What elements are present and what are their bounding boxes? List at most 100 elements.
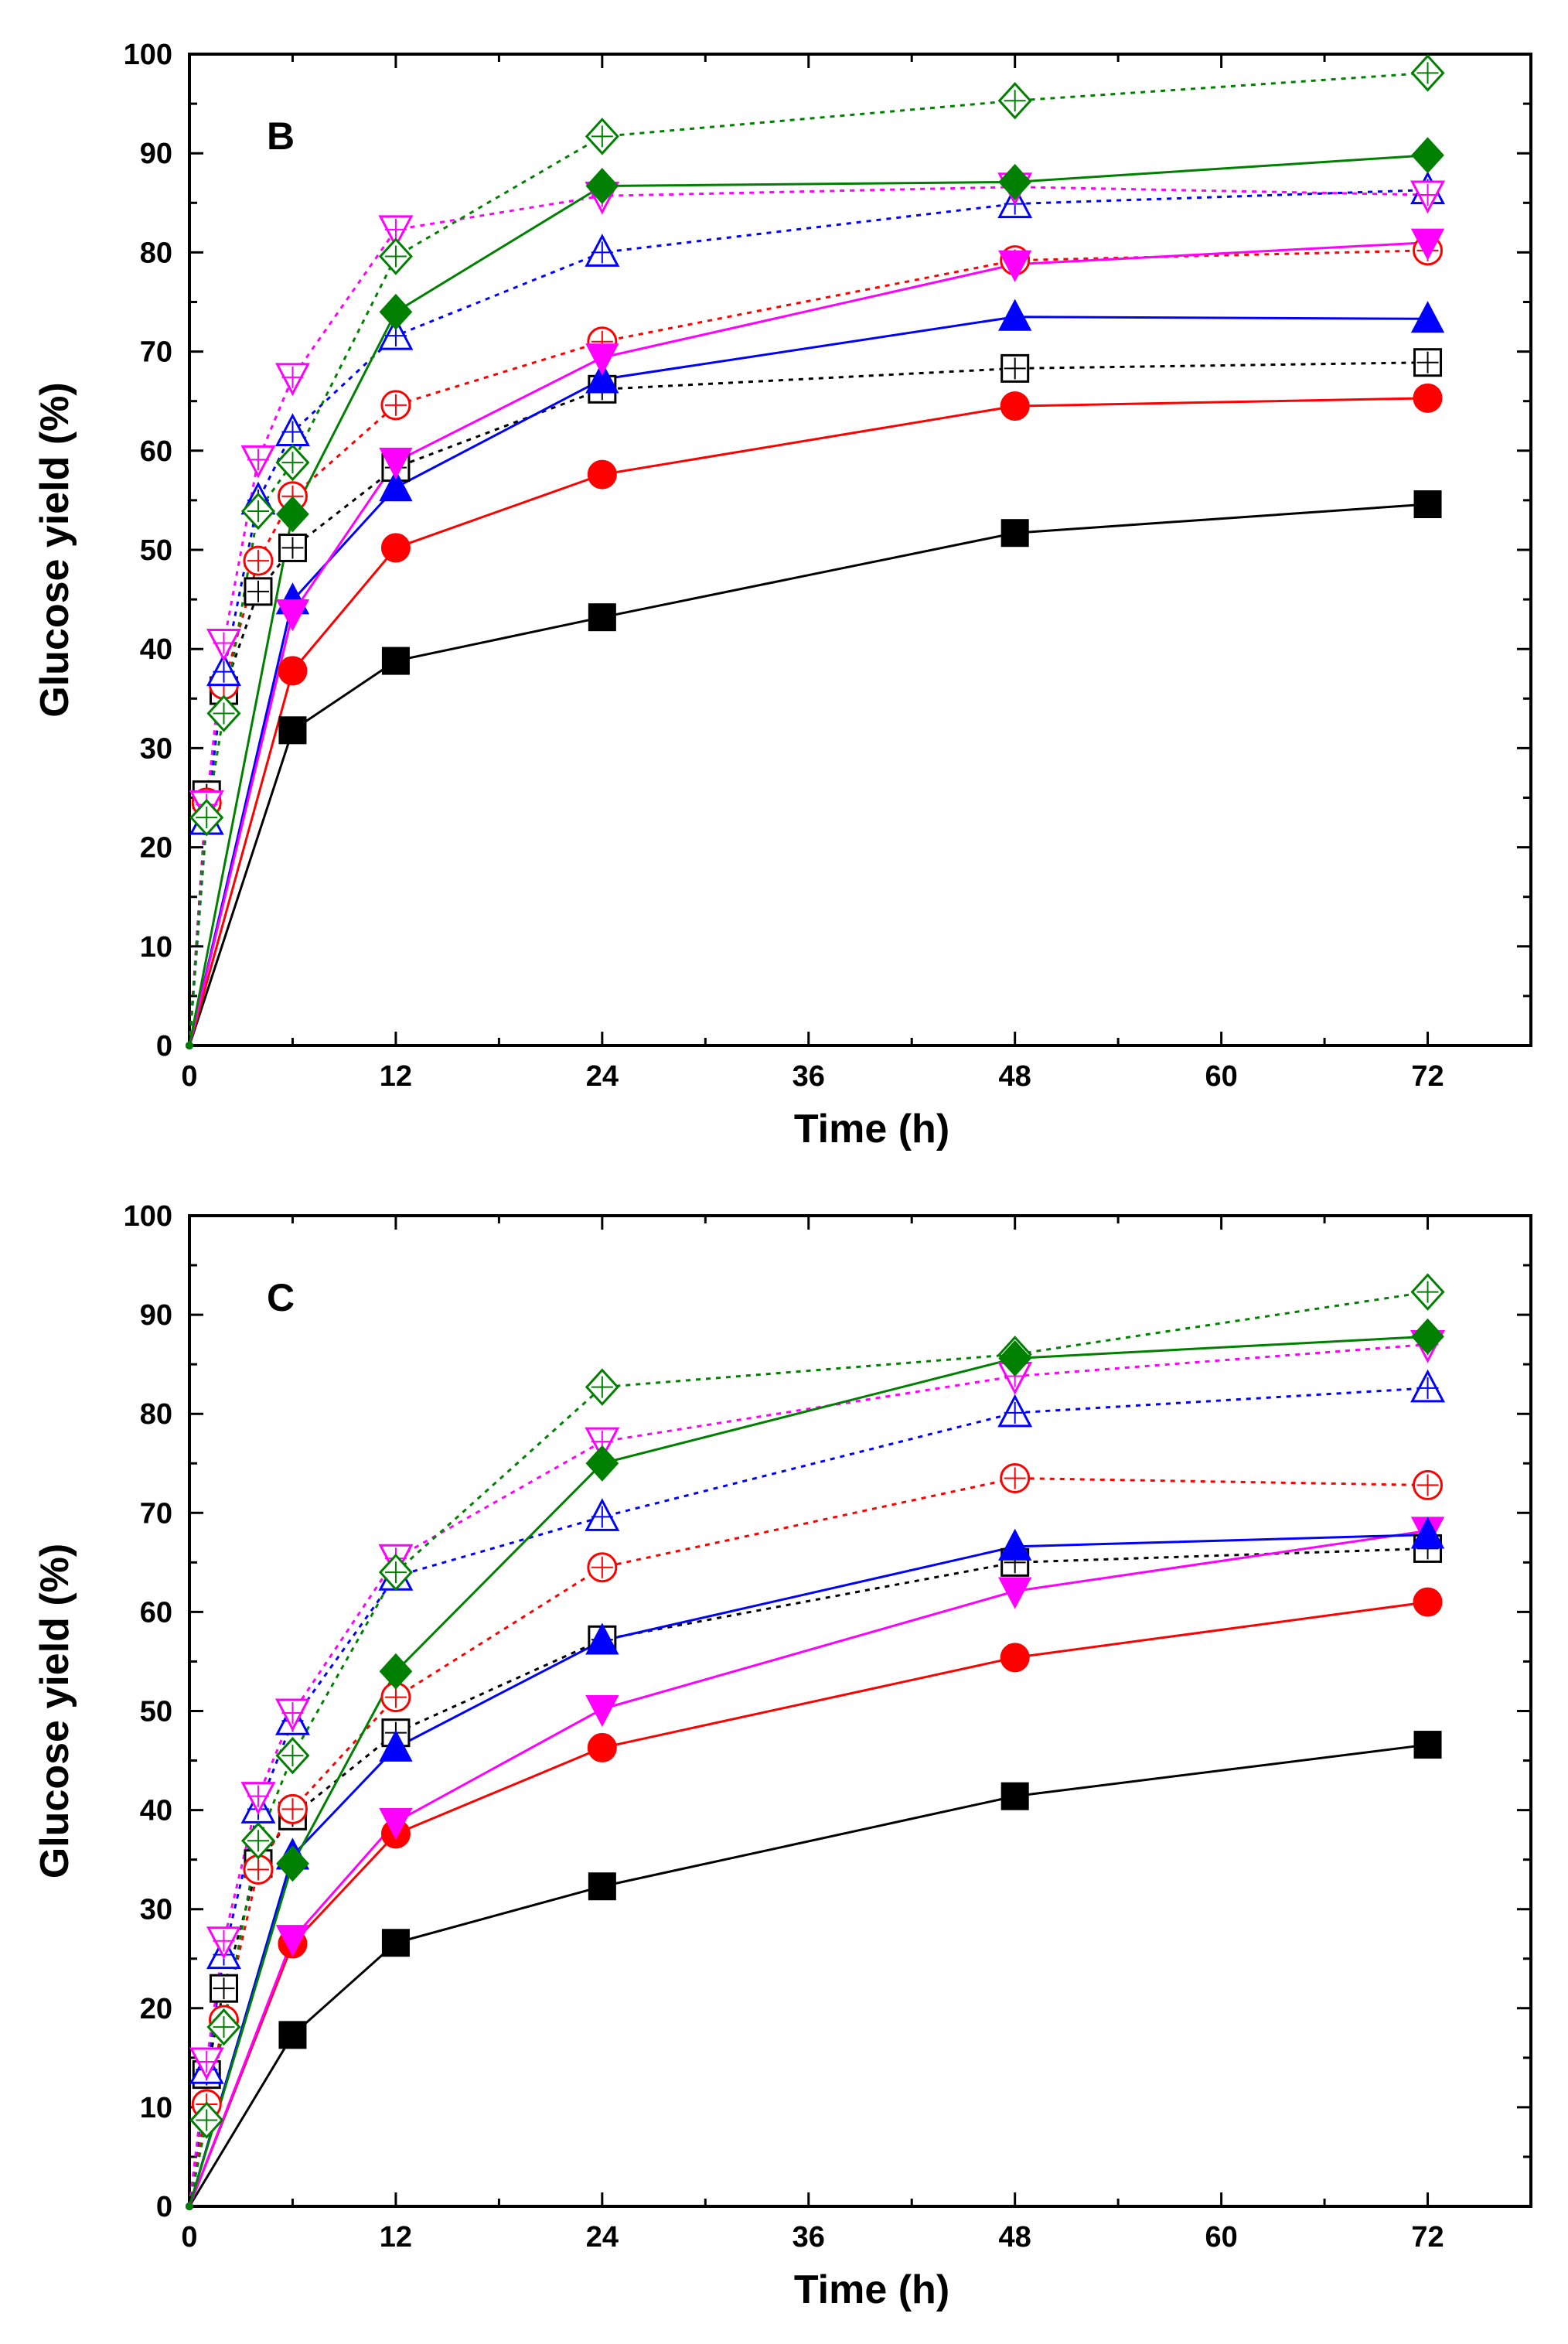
series-markers-green-open-diamond — [186, 54, 1445, 1049]
series-markers-black-open-square — [186, 1534, 1443, 2210]
series-black-open-square — [188, 1547, 1428, 2207]
series-green-filled-diamond — [188, 1335, 1428, 2207]
data-point — [278, 716, 307, 745]
data-point — [1411, 137, 1444, 174]
series-magenta-open-triangle-down — [188, 1343, 1428, 2207]
series-markers-blue-open-triangle — [186, 1369, 1446, 2210]
series-blue-filled-triangle — [188, 316, 1428, 1046]
series-line-black-open-square — [188, 361, 1428, 1046]
series-line-magenta-open-triangle-down — [188, 186, 1428, 1046]
data-point — [998, 1339, 1032, 1377]
y-tick-label: 60 — [140, 1596, 172, 1629]
series-markers-blue-filled-triangle — [186, 1517, 1445, 2210]
series-line-green-filled-diamond — [188, 154, 1428, 1046]
y-axis-title: Glucose yield (%) — [32, 1544, 77, 1878]
y-tick-label: 90 — [140, 138, 172, 170]
series-markers-blue-open-triangle — [186, 171, 1446, 1049]
y-tick-label: 80 — [140, 1398, 172, 1431]
series-line-magenta-filled-triangle-down — [188, 241, 1428, 1046]
y-tick-label: 70 — [140, 336, 172, 369]
series-line-green-filled-diamond — [188, 1335, 1428, 2207]
series-markers-black-open-square — [186, 348, 1443, 1049]
series-line-red-open-circle — [188, 249, 1428, 1046]
data-point — [1410, 301, 1445, 333]
y-tick-label: 10 — [140, 931, 172, 964]
series-line-red-filled-circle — [188, 1601, 1428, 2207]
data-point — [1410, 228, 1445, 261]
data-point — [1410, 1517, 1445, 1549]
series-red-filled-circle — [188, 1601, 1428, 2207]
series-green-filled-diamond — [188, 154, 1428, 1046]
data-point — [1000, 519, 1029, 548]
y-tick-label: 70 — [140, 1497, 172, 1530]
series-line-magenta-open-triangle-down — [188, 1343, 1428, 2207]
series-markers-green-open-diamond — [186, 1273, 1445, 2210]
series-blue-open-triangle — [188, 1387, 1428, 2207]
data-point — [998, 299, 1032, 331]
series-red-open-circle — [188, 249, 1428, 1046]
data-point — [1413, 1587, 1443, 1617]
x-tick-label: 48 — [999, 2221, 1031, 2254]
data-point-origin — [186, 2202, 193, 2210]
data-point — [998, 163, 1032, 200]
series-markers-green-filled-diamond — [186, 137, 1444, 1049]
data-point — [1000, 1782, 1029, 1810]
x-tick-label: 24 — [586, 2221, 619, 2254]
data-point — [585, 361, 619, 394]
data-point — [276, 496, 309, 533]
x-tick-label: 36 — [793, 2221, 825, 2254]
series-black-open-square — [188, 361, 1428, 1046]
series-markers-green-filled-diamond — [186, 1318, 1444, 2210]
data-point-origin — [186, 1042, 193, 1049]
data-point — [587, 1732, 617, 1762]
data-point — [278, 2021, 307, 2049]
y-tick-label: 40 — [140, 1795, 172, 1827]
series-black-filled-square — [188, 1743, 1428, 2207]
data-point — [1411, 1318, 1444, 1355]
chart-panel-B: 0 10 20 30 40 50 60 70 80 90 100 0 12 24 36 48 60 72 Time … — [32, 39, 1532, 1152]
data-point — [275, 1925, 310, 1957]
chart-panel-C: 0 10 20 30 40 50 60 70 80 90 100 0 12 24 36 48 60 72 Time … — [32, 1200, 1532, 2312]
series-blue-filled-triangle — [188, 1533, 1428, 2207]
panel-label: B — [267, 114, 295, 158]
data-point — [379, 1807, 413, 1841]
data-point — [379, 469, 413, 502]
data-point — [585, 1622, 619, 1655]
data-point — [381, 1929, 410, 1957]
y-axis-title: Glucose yield (%) — [32, 382, 77, 717]
series-line-blue-filled-triangle — [188, 1533, 1428, 2207]
data-point — [585, 1445, 619, 1482]
data-point — [381, 647, 410, 675]
data-point — [379, 1653, 413, 1690]
data-point — [1413, 490, 1442, 519]
series-line-blue-filled-triangle — [188, 316, 1428, 1046]
series-magenta-filled-triangle-down — [188, 1529, 1428, 2207]
series-line-magenta-filled-triangle-down — [188, 1529, 1428, 2207]
series-magenta-open-triangle-down — [188, 186, 1428, 1046]
x-tick-label: 24 — [586, 1060, 619, 1093]
y-tick-label: 40 — [140, 633, 172, 666]
y-tick-label: 20 — [140, 832, 172, 865]
x-tick-label: 0 — [181, 1060, 197, 1093]
x-tick-label: 12 — [380, 1060, 412, 1093]
series-markers-black-filled-square — [186, 490, 1442, 1049]
series-line-black-filled-square — [188, 503, 1428, 1046]
series-markers-red-filled-circle — [186, 383, 1443, 1049]
data-point — [379, 447, 413, 480]
series-markers-red-filled-circle — [186, 1587, 1443, 2210]
panel-label: C — [267, 1276, 295, 1319]
data-point — [1000, 1643, 1030, 1673]
x-tick-label: 72 — [1411, 1060, 1444, 1093]
data-point — [379, 1729, 413, 1762]
series-line-black-open-square — [188, 1547, 1428, 2207]
y-tick-label: 100 — [124, 39, 172, 71]
x-tick-label: 48 — [999, 1060, 1031, 1093]
series-line-red-filled-circle — [188, 397, 1428, 1046]
x-tick-label: 60 — [1205, 1060, 1237, 1093]
y-tick-label: 0 — [156, 2191, 172, 2223]
y-tick-label: 0 — [156, 1030, 172, 1063]
series-magenta-filled-triangle-down — [188, 241, 1428, 1046]
y-tick-label: 80 — [140, 237, 172, 269]
y-tick-label: 60 — [140, 435, 172, 468]
series-markers-black-filled-square — [186, 1731, 1442, 2210]
